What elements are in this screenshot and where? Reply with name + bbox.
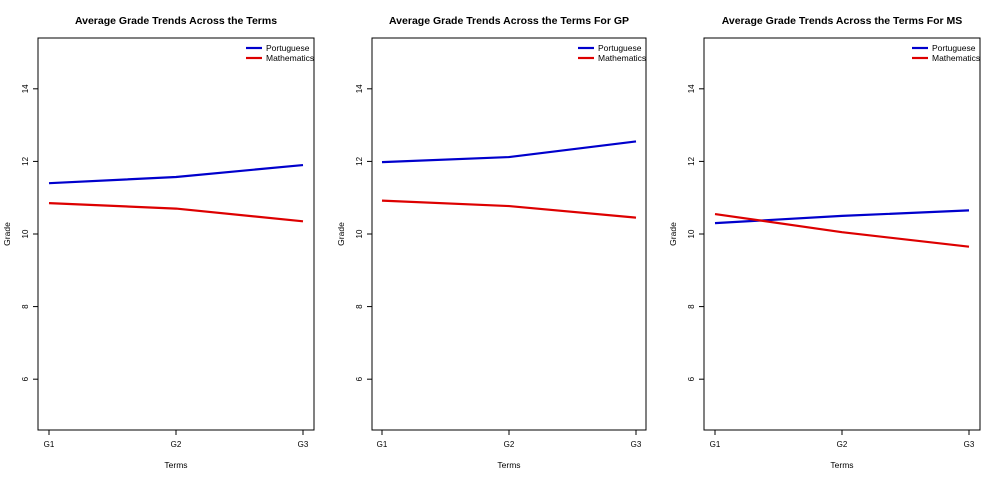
chart-title: Average Grade Trends Across the Terms (75, 15, 277, 27)
y-tick-label: 6 (355, 376, 364, 381)
y-tick-label: 14 (687, 84, 696, 93)
x-tick-label: G2 (171, 440, 182, 449)
y-axis-label: Grade (336, 222, 346, 246)
legend-label: Mathematics (598, 53, 646, 63)
x-tick-label: G3 (631, 440, 642, 449)
chart-title: Average Grade Trends Across the Terms Fo… (722, 15, 963, 27)
y-tick-label: 6 (687, 376, 696, 381)
x-axis-label: Terms (830, 460, 853, 470)
y-axis-label: Grade (668, 222, 678, 246)
y-tick-label: 14 (355, 84, 364, 93)
x-tick-label: G1 (710, 440, 721, 449)
y-tick-label: 8 (355, 304, 364, 309)
x-axis-label: Terms (164, 460, 187, 470)
y-tick-label: 12 (687, 156, 696, 165)
y-axis-label: Grade (2, 222, 12, 246)
x-axis-label: Terms (497, 460, 520, 470)
x-tick-label: G1 (377, 440, 388, 449)
plot-frame (371, 37, 647, 431)
series-line-mathematics (714, 212, 970, 248)
x-tick-label: G2 (837, 440, 848, 449)
legend-label: Portuguese (932, 43, 976, 53)
x-tick-label: G1 (44, 440, 55, 449)
x-tick-label: G3 (964, 440, 975, 449)
y-tick-label: 6 (21, 376, 30, 381)
series-line-portuguese (48, 163, 304, 185)
y-tick-label: 12 (355, 156, 364, 165)
series-line-mathematics (48, 202, 304, 223)
series-line-portuguese (714, 209, 970, 225)
x-tick-label: G3 (298, 440, 309, 449)
chart-panel-1: Average Grade Trends Across the Terms 6 8 1… (2, 15, 315, 470)
chart-title: Average Grade Trends Across the Terms Fo… (389, 15, 629, 27)
plot-frame (37, 37, 315, 431)
y-tick-label: 12 (21, 156, 30, 165)
y-tick-label: 8 (687, 304, 696, 309)
legend-label: Portuguese (266, 43, 310, 53)
plot-frame (703, 37, 981, 431)
series-line-portuguese (381, 140, 637, 164)
series-line-mathematics (381, 199, 637, 219)
legend-label: Mathematics (266, 53, 314, 63)
y-tick-label: 10 (21, 229, 30, 238)
y-tick-label: 14 (21, 84, 30, 93)
legend-label: Portuguese (598, 43, 642, 53)
y-tick-label: 10 (355, 229, 364, 238)
chart-panel-2: Average Grade Trends Across the Terms Fo… (336, 15, 647, 470)
y-tick-label: 10 (687, 229, 696, 238)
y-tick-label: 8 (21, 304, 30, 309)
chart-panel-3: Average Grade Trends Across the Terms Fo… (668, 15, 981, 470)
x-tick-label: G2 (504, 440, 515, 449)
legend-label: Mathematics (932, 53, 980, 63)
